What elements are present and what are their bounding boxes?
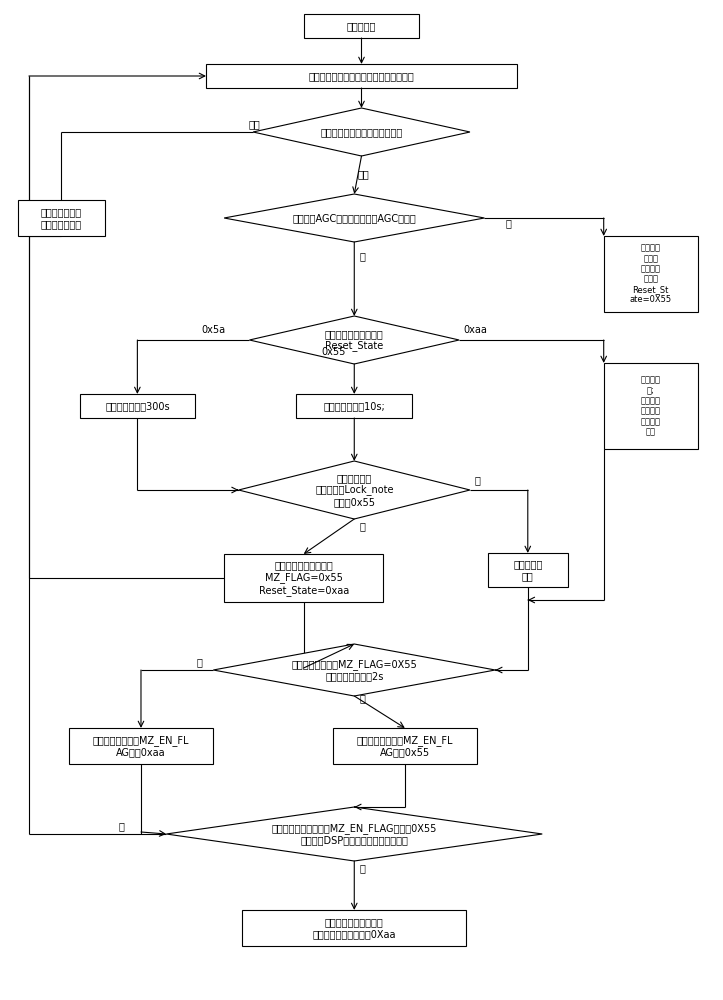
Text: 执行自主复位，并设置
MZ_FLAG=0x55
Reset_State=0xaa: 执行自主复位，并设置 MZ_FLAG=0x55 Reset_State=0xaa (259, 560, 348, 596)
Text: 恢复复位前码组状态，
码组恢复使能标志置为0Xaa: 恢复复位前码组状态， 码组恢复使能标志置为0Xaa (312, 917, 396, 939)
Bar (333, 728, 477, 764)
Text: 自主复位判别
锁定标志位Lock_note
是否为0x55: 自主复位判别 锁定标志位Lock_note 是否为0x55 (315, 473, 393, 507)
Bar (224, 554, 383, 602)
Bar (604, 236, 698, 312)
Text: 禁能: 禁能 (249, 119, 260, 129)
Text: 否: 否 (119, 821, 124, 831)
Text: 否: 否 (505, 218, 511, 228)
Polygon shape (224, 194, 484, 242)
Text: 0x5a: 0x5a (201, 325, 226, 335)
Text: 是: 是 (360, 693, 366, 703)
Bar (206, 64, 517, 88)
Polygon shape (253, 108, 470, 156)
Text: 否: 否 (197, 657, 202, 667)
Bar (304, 14, 419, 38)
Text: 码组恢复使能标志MZ_EN_FL
AG置为0xaa: 码组恢复使能标志MZ_EN_FL AG置为0xaa (93, 735, 189, 757)
Bar (242, 910, 466, 946)
Text: 清定时计
数;
复位状态
初始化第
一计数器
清零: 清定时计 数; 复位状态 初始化第 一计数器 清零 (641, 375, 661, 436)
Bar (69, 728, 213, 764)
Text: 第一计数器清零
第二计数器清零: 第一计数器清零 第二计数器清零 (41, 207, 82, 229)
Text: 判断当前自主复位状态
Reset_State: 判断当前自主复位状态 Reset_State (325, 329, 384, 351)
Text: 是: 是 (360, 251, 366, 261)
Bar (604, 363, 698, 449)
Bar (296, 394, 412, 418)
Text: 判断当前AGC值是否大于预设AGC门限值: 判断当前AGC值是否大于预设AGC门限值 (292, 213, 416, 223)
Text: 0xaa: 0xaa (463, 325, 488, 335)
Text: 0x55: 0x55 (322, 347, 346, 357)
Text: 根据地面指令设置自主复位功能使能标志: 根据地面指令设置自主复位功能使能标志 (309, 71, 414, 81)
Bar (80, 394, 195, 418)
Polygon shape (239, 461, 470, 519)
Text: 判断码组恢复使能标志MZ_EN_FLAG是否为0X55
及遥测中DSP引导成功标志是否为成功: 判断码组恢复使能标志MZ_EN_FLAG是否为0X55 及遥测中DSP引导成功标… (272, 823, 437, 845)
Text: 第二计时器计时300s: 第二计时器计时300s (105, 401, 170, 411)
Polygon shape (213, 644, 495, 696)
Text: 码组恢复使能标志MZ_EN_FL
AG置为0x55: 码组恢复使能标志MZ_EN_FL AG置为0x55 (356, 735, 453, 757)
Text: 第一计数器计时10s;: 第一计数器计时10s; (323, 401, 385, 411)
Text: 判断当前自主复位功能使能标志: 判断当前自主复位功能使能标志 (320, 127, 403, 137)
Text: 上电初始化: 上电初始化 (347, 21, 376, 31)
Text: 判断码组恢复标志MZ_FLAG=0X55
持续时间是否保持2s: 判断码组恢复标志MZ_FLAG=0X55 持续时间是否保持2s (291, 659, 417, 681)
Text: 第一计数
器清零
第二计数
器清零
Reset_St
ate=0X55: 第一计数 器清零 第二计数 器清零 Reset_St ate=0X55 (630, 243, 672, 304)
Text: 是: 是 (360, 863, 366, 873)
Text: 使能: 使能 (357, 169, 369, 179)
Bar (18, 200, 105, 236)
Polygon shape (166, 807, 542, 861)
Polygon shape (249, 316, 459, 364)
Text: 第二计数器
清零: 第二计数器 清零 (513, 559, 542, 581)
Bar (488, 553, 568, 587)
Text: 是: 是 (360, 521, 366, 531)
Text: 否: 否 (474, 475, 480, 485)
